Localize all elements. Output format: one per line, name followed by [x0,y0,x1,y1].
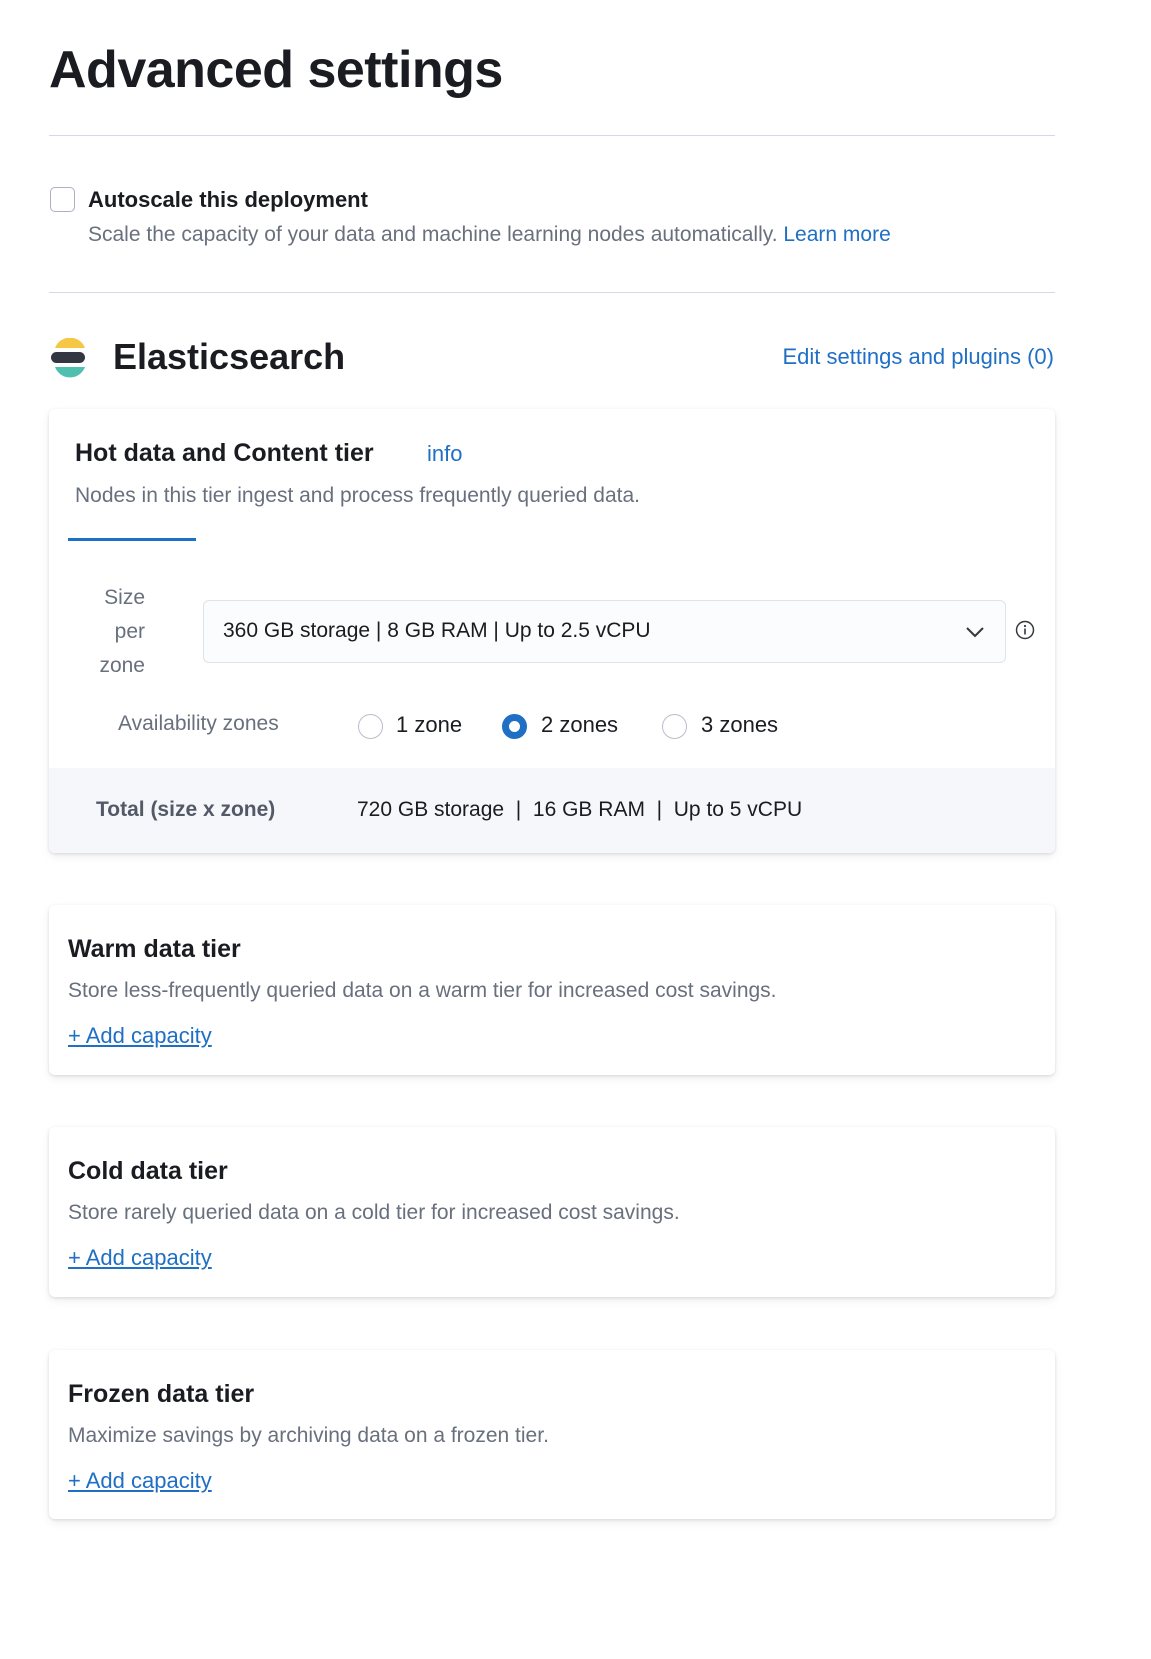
tab-underline [68,538,196,541]
tier-description: Maximize savings by archiving data on a … [68,1424,549,1447]
elasticsearch-logo-icon [51,338,85,378]
total-value: 720 GB storage | 16 GB RAM | Up to 5 vCP… [357,798,802,822]
radio-2-zones[interactable] [502,714,527,739]
autoscale-label[interactable]: Autoscale this deployment [88,187,368,212]
tier-title: Warm data tier [68,935,241,963]
size-select-value: 360 GB storage | 8 GB RAM | Up to 2.5 vC… [223,619,651,642]
divider [49,292,1055,293]
separator: | [656,798,663,821]
tier-description: Store rarely queried data on a cold tier… [68,1201,680,1224]
tier-title: Frozen data tier [68,1380,255,1408]
size-label-line: Size [104,586,145,609]
autoscale-description: Scale the capacity of your data and mach… [88,223,891,247]
radio-3-zones[interactable] [662,714,687,739]
cold-tier-card: Cold data tier Store rarely queried data… [49,1127,1055,1297]
total-bar: Total (size x zone) 720 GB storage | 16 … [49,768,1055,853]
separator: | [515,798,522,821]
info-link[interactable]: info [427,441,463,466]
zones-label: Availability zones [118,712,279,735]
page-title: Advanced settings [49,41,503,99]
add-capacity-button[interactable]: + Add capacity [68,1245,212,1270]
radio-label[interactable]: 1 zone [396,712,463,737]
add-capacity-button[interactable]: + Add capacity [68,1468,212,1493]
autoscale-checkbox[interactable] [50,187,75,212]
radio-label[interactable]: 3 zones [701,712,779,737]
size-label-line: zone [99,654,145,677]
chevron-down-icon [966,627,984,638]
description-text: Scale the capacity of your data and mach… [88,223,778,246]
total-vcpu: Up to 5 vCPU [673,798,803,821]
size-label: Size per zone [89,581,145,683]
size-label-line: per [114,620,145,643]
divider [49,135,1055,136]
radio-1-zone[interactable] [358,714,383,739]
add-capacity-button[interactable]: + Add capacity [68,1023,212,1048]
hot-tier-description: Nodes in this tier ingest and process fr… [75,484,641,507]
edit-settings-link[interactable]: Edit settings and plugins (0) [782,344,1055,369]
size-select[interactable]: 360 GB storage | 8 GB RAM | Up to 2.5 vC… [203,600,1006,663]
hot-tier-title: Hot data and Content tier [75,439,374,467]
tier-title: Cold data tier [68,1157,228,1185]
learn-more-link[interactable]: Learn more [783,223,891,246]
tier-description: Store less-frequently queried data on a … [68,979,777,1002]
elasticsearch-title: Elasticsearch [113,336,346,377]
total-label: Total (size x zone) [96,798,276,821]
warm-tier-card: Warm data tier Store less-frequently que… [49,905,1055,1075]
frozen-tier-card: Frozen data tier Maximize savings by arc… [49,1350,1055,1519]
total-storage: 720 GB storage [357,798,505,821]
total-ram: 16 GB RAM [532,798,645,821]
radio-label[interactable]: 2 zones [541,712,619,737]
info-icon[interactable] [1015,620,1035,640]
